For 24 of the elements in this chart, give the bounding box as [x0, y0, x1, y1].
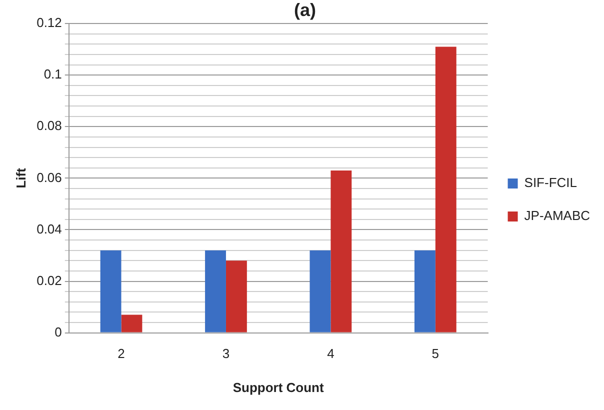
bar — [121, 314, 142, 332]
bar — [100, 250, 122, 332]
bar — [310, 250, 331, 332]
y-axis-title: Lift — [13, 167, 28, 188]
x-tick-label: 4 — [327, 346, 334, 362]
y-tick-label: 0.06 — [36, 170, 62, 185]
legend-label: JP-AMABC — [524, 208, 590, 224]
bar — [205, 250, 226, 332]
bar — [330, 170, 352, 332]
bar — [226, 260, 247, 332]
x-axis-title: Support Count — [232, 380, 324, 395]
y-tick-label: 0.12 — [36, 15, 62, 30]
y-tick-label: 0.1 — [44, 66, 62, 82]
x-tick-label: 2 — [118, 346, 125, 362]
chart-title: (a) — [294, 0, 316, 20]
legend-label: SIF-FCIL — [524, 175, 578, 190]
y-tick-label: 0.04 — [36, 221, 62, 236]
y-tick-label: 0 — [54, 324, 62, 340]
y-tick-label: 0.02 — [36, 272, 62, 288]
bar — [435, 46, 456, 332]
bar — [414, 250, 436, 332]
x-tick-label: 3 — [222, 346, 230, 362]
y-tick-label: 0.08 — [36, 118, 62, 134]
x-tick-label: 5 — [432, 346, 440, 362]
